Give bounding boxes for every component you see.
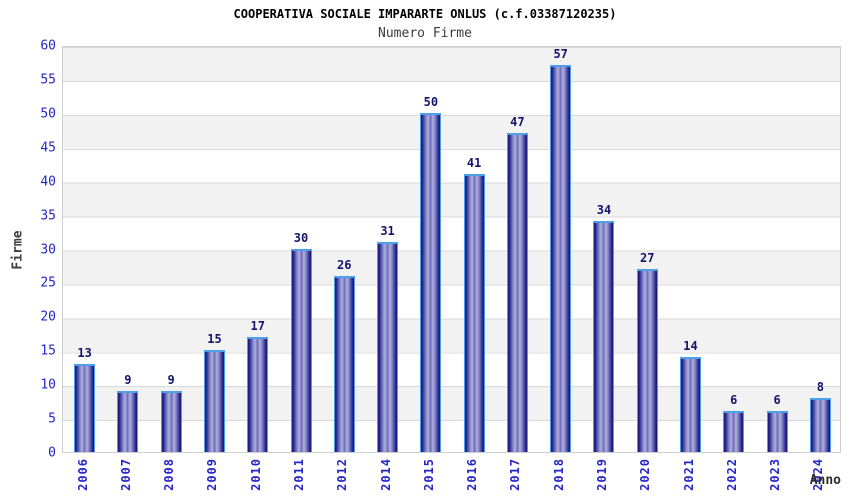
bar-value-label: 6 — [730, 393, 738, 408]
y-tick-label: 45 — [40, 140, 56, 156]
bar-2006 — [74, 363, 96, 452]
bar-2019 — [593, 221, 615, 452]
y-tick-label: 10 — [40, 377, 56, 393]
x-tick-label: 2010 — [248, 458, 263, 491]
bar-value-label: 13 — [77, 345, 92, 360]
x-tick-label: 2015 — [421, 458, 436, 491]
y-tick-label: 55 — [40, 72, 56, 88]
chart-title: COOPERATIVA SOCIALE IMPARARTE ONLUS (c.f… — [233, 7, 617, 21]
bar-2016 — [463, 173, 485, 452]
bar-2020 — [636, 268, 658, 452]
bar-value-label: 30 — [293, 230, 309, 245]
y-tick-label: 25 — [40, 275, 56, 291]
bar-2009 — [203, 350, 225, 452]
bar-slot: 31 — [366, 45, 409, 452]
bar-value-label: 41 — [466, 155, 482, 170]
bar-2015 — [420, 112, 442, 452]
bar-slot: 26 — [323, 45, 366, 452]
y-tick-label: 30 — [40, 242, 56, 257]
y-tick-label: 5 — [48, 411, 56, 427]
bar-slot: 57 — [539, 45, 582, 452]
y-tick-label: 0 — [48, 445, 56, 461]
bar-value-label: 31 — [380, 223, 395, 238]
bar-slot: 15 — [193, 45, 236, 452]
plot-area: 13 9 9 15 17 30 26 31 50 41 47 57 34 27 14 6 6 8 — [62, 46, 841, 453]
x-tick-label: 2021 — [681, 458, 696, 491]
bar-value-label: 8 — [816, 379, 824, 394]
bar-value-label: 15 — [207, 332, 222, 347]
x-tick-label: 2022 — [724, 458, 739, 491]
bar-slot: 9 — [106, 45, 149, 452]
bar-slot: 17 — [236, 45, 279, 452]
y-tick-label: 50 — [40, 106, 56, 122]
bar-slot: 50 — [409, 45, 452, 452]
x-tick-label: 2006 — [75, 458, 90, 491]
bar-slot: 27 — [626, 45, 669, 452]
x-tick-label: 2017 — [508, 458, 523, 491]
bar-value-label: 57 — [553, 47, 568, 62]
bar-slot: 8 — [799, 45, 842, 452]
bar-2022 — [723, 411, 745, 452]
bar-slot: 6 — [755, 45, 798, 452]
bar-2011 — [290, 248, 312, 452]
x-tick-label: 2007 — [118, 458, 133, 491]
y-tick-label: 60 — [40, 38, 56, 54]
x-tick-label: 2019 — [594, 458, 609, 491]
x-tick-label: 2016 — [465, 458, 480, 491]
bar-value-label: 47 — [510, 115, 525, 130]
bar-2018 — [550, 65, 572, 452]
x-tick-label: 2008 — [162, 458, 177, 491]
bar-value-label: 6 — [773, 393, 781, 408]
x-tick-label: 2014 — [378, 458, 393, 491]
bar-slot: 9 — [150, 45, 193, 452]
bar-value-label: 27 — [640, 250, 655, 265]
bar-slot: 34 — [582, 45, 625, 452]
bar-2010 — [247, 336, 269, 452]
bar-value-label: 9 — [167, 372, 175, 387]
bar-2007 — [117, 390, 139, 452]
bar-value-label: 26 — [337, 257, 352, 272]
y-tick-label: 15 — [40, 343, 56, 359]
bar-value-label: 9 — [124, 372, 132, 387]
x-tick-label: 2020 — [638, 458, 653, 491]
x-tick-label: 2023 — [768, 458, 783, 491]
bar-slot: 13 — [63, 45, 106, 452]
y-tick-label: 35 — [40, 208, 56, 224]
bar-slot: 47 — [496, 45, 539, 452]
bar-slot: 30 — [279, 45, 322, 452]
bar-2021 — [680, 357, 701, 452]
bar-value-label: 17 — [250, 318, 265, 333]
bar-slot: 6 — [712, 45, 755, 452]
y-tick-label: 40 — [40, 174, 56, 190]
x-tick-label: 2018 — [551, 458, 566, 491]
bar-slot: 14 — [669, 45, 712, 452]
bar-value-label: 50 — [423, 94, 439, 109]
bar-2017 — [506, 133, 528, 452]
bar-2012 — [333, 275, 355, 452]
x-tick-label: 2012 — [335, 458, 350, 491]
bar-2024 — [809, 397, 831, 452]
bar-value-label: 14 — [683, 339, 698, 354]
y-tick-label: 20 — [40, 309, 56, 325]
bar-2014 — [377, 241, 399, 452]
x-axis-label: Anno — [809, 473, 841, 488]
x-tick-label: 2009 — [205, 458, 220, 491]
chart-subtitle: Numero Firme — [378, 26, 472, 41]
bar-value-label: 34 — [596, 203, 612, 218]
bar-2008 — [160, 390, 182, 452]
x-tick-label: 2011 — [292, 458, 307, 491]
bar-slot: 41 — [453, 45, 496, 452]
bar-2023 — [766, 411, 788, 452]
